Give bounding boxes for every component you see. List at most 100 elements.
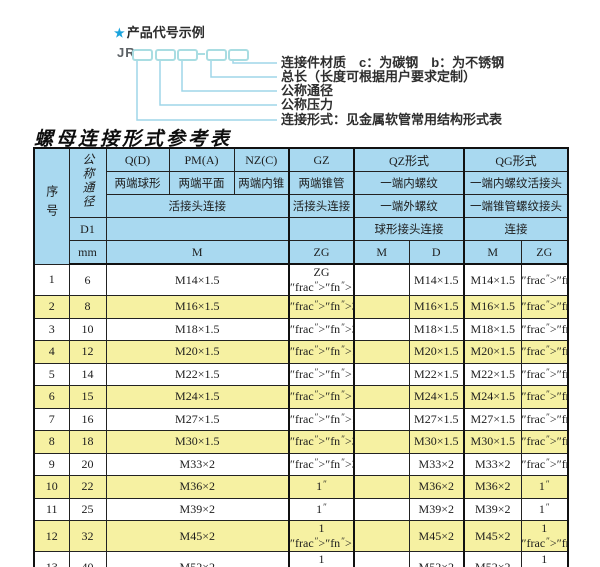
table-cell: ″frac″>″fn″>3″fd″>4″ (520, 430, 569, 454)
label-total-length: 总长（长度可根据用户要求定制） (281, 69, 477, 84)
table-cell (353, 430, 410, 454)
table-cell: 12 (68, 340, 107, 364)
table-cell: 4 (33, 340, 70, 364)
table-cell: 8 (33, 430, 70, 454)
product-code-prefix: JR (117, 45, 136, 60)
table-cell: 3 (33, 317, 70, 341)
table-cell: 6 (68, 263, 107, 296)
table-cell: M30×1.5 (408, 430, 465, 454)
table-title: 螺母连接形式参考表 (34, 129, 233, 150)
table-cell: 1 (33, 263, 70, 296)
zg-header: ZG (288, 240, 355, 265)
col-header-gz: GZ (288, 147, 355, 172)
table-cell: ″frac″>″fn″>3″fd″>4″ (520, 452, 569, 476)
qz-subtitle-1: 一端内螺纹 (353, 171, 465, 195)
table-cell: 12 (33, 520, 70, 552)
table-row: 412M20×1.5″frac″>″fn″>1″fd″>2″M20×1.5M20… (33, 340, 569, 364)
table-cell: ″frac″>″fn″>3″fd″>4″ (288, 430, 355, 454)
d1-header: D1 (68, 217, 107, 241)
table-cell: M24×1.5 (105, 385, 290, 409)
label-nominal-pressure: 公称压力 (281, 97, 334, 112)
label-connection-form: 连接形式：见金属软管常用结构形式表 (281, 112, 503, 127)
table-cell: 2 (33, 295, 70, 319)
table-cell: M27×1.5 (463, 407, 522, 431)
table-cell: M16×1.5 (105, 295, 290, 319)
table-cell: M36×2 (408, 475, 465, 499)
m-header: M (105, 240, 290, 265)
star-icon: ★ (114, 26, 125, 40)
table-cell: M22×1.5 (408, 362, 465, 386)
col-header-q: Q(D) (105, 147, 170, 172)
table-row: 716M27×1.5″frac″>″fn″>1″fd″>2″M27×1.5M27… (33, 407, 569, 431)
qg-zg-header: ZG (520, 240, 569, 265)
qg-subtitle-3: 连接 (463, 217, 569, 241)
table-cell: M39×2 (463, 497, 522, 521)
col-header-pm: PM(A) (168, 147, 235, 172)
table-cell: 7 (33, 407, 70, 431)
table-cell: ″frac″>″fn″>3″fd″>8″ (520, 295, 569, 319)
table-cell: M14×1.5 (105, 263, 290, 296)
table-cell: ″frac″>″fn″>1″fd″>2″ (288, 362, 355, 386)
table-cell: 18 (68, 430, 107, 454)
table-cell: ″frac″>″fn″>3″fd″>8″ (520, 317, 569, 341)
table-cell: 8 (68, 295, 107, 319)
table-cell: M33×2 (105, 452, 290, 476)
table-cell: ″frac″>″fn″>3″fd″>8″ (288, 317, 355, 341)
blank-header-cell (105, 217, 290, 241)
table-cell: 10 (68, 317, 107, 341)
table-cell: 22 (68, 475, 107, 499)
table-cell: M24×1.5 (463, 385, 522, 409)
table-cell: 16 (68, 407, 107, 431)
table-cell: M24×1.5 (408, 385, 465, 409)
table-cell: M16×1.5 (408, 295, 465, 319)
col-header-index: 序号 (33, 147, 70, 265)
qg-subtitle-2: 一端锥管螺纹接头 (463, 194, 569, 218)
table-cell: M33×2 (408, 452, 465, 476)
table-row: 514M22×1.5″frac″>″fn″>1″fd″>2″M22×1.5M22… (33, 362, 569, 386)
qz-d-header: D (408, 240, 465, 265)
table-cell: M45×2 (105, 520, 290, 552)
code-box-1 (132, 49, 153, 61)
table-cell: ″frac″>″fn″>1″fd″>2″ (288, 407, 355, 431)
table-row: 818M30×1.5″frac″>″fn″>3″fd″>4″M30×1.5M30… (33, 430, 569, 454)
table-cell (353, 263, 410, 296)
table-cell: 32 (68, 520, 107, 552)
table-cell: ″frac″>″fn″>1″fd″>2″ (520, 362, 569, 386)
col-header-qz: QZ形式 (353, 147, 465, 172)
table-cell: M18×1.5 (105, 317, 290, 341)
table-cell: M20×1.5 (105, 340, 290, 364)
col-header-nominal-diameter: 公称通径 (68, 147, 107, 218)
table-cell: 1″ (520, 497, 569, 521)
table-cell: 11 (33, 497, 70, 521)
nut-connection-reference-table: 序号 公称通径 Q(D) PM(A) NZ(C) GZ QZ形式 QG形式 两端… (33, 147, 569, 567)
header-row-5: mm M ZG M D M ZG (34, 240, 569, 265)
table-cell: ″frac″>″fn″>1″fd″>2″ (520, 385, 569, 409)
table-cell: 20 (68, 452, 107, 476)
diagram-title-text: 产品代号示例 (126, 25, 205, 40)
table-row: 920M33×2″frac″>″fn″>3″fd″>4″M33×2M33×2″f… (33, 452, 569, 476)
table-cell: M27×1.5 (408, 407, 465, 431)
table-cell: 1″ (520, 475, 569, 499)
header-row-3: 活接头连接 活接头连接 一端外螺纹 一端锥管螺纹接头 (34, 194, 569, 218)
table-cell: 1 ″frac″>″fn″>1″fd″>2″ (520, 551, 569, 567)
table-cell: ″frac″>″fn″>1″fd″>2″ (520, 340, 569, 364)
table-cell: M52×2 (463, 551, 522, 567)
table-cell: M27×1.5 (105, 407, 290, 431)
pm-subtitle: 两端平面 (168, 171, 235, 195)
code-box-2 (155, 49, 176, 61)
table-cell (353, 407, 410, 431)
table-cell: M20×1.5 (463, 340, 522, 364)
table-cell: M30×1.5 (463, 430, 522, 454)
table-cell: M39×2 (105, 497, 290, 521)
blank-header-cell-gz (288, 217, 355, 241)
table-cell: 13 (33, 551, 70, 567)
table-cell: M18×1.5 (408, 317, 465, 341)
table-cell: M33×2 (463, 452, 522, 476)
col-header-qg: QG形式 (463, 147, 569, 172)
header-row-2: 两端球形 两端平面 两端内锥 两端锥管 一端内螺纹 一端内螺纹活接头 (34, 171, 569, 195)
table-cell: 40 (68, 551, 107, 567)
table-cell: 9 (33, 452, 70, 476)
table-cell: M30×1.5 (105, 430, 290, 454)
label-nominal-diameter: 公称通径 (281, 83, 334, 98)
